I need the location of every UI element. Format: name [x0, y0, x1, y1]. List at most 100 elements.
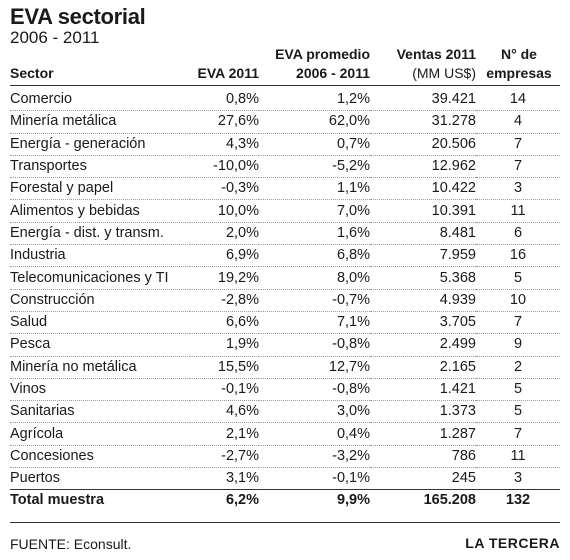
- cell-ventas: 20.506: [370, 133, 476, 156]
- cell-eva-2011: -2,8%: [190, 289, 259, 312]
- cell-eva-2011: 0,8%: [190, 89, 259, 112]
- cell-ventas: 5.368: [370, 266, 476, 290]
- cell-eva-promedio: -0,8%: [259, 378, 370, 402]
- cell-eva-promedio: 8,0%: [259, 266, 370, 290]
- table-row: Minería metálica 27,6% 62,0% 31.278 4: [10, 110, 560, 134]
- cell-ventas: 786: [370, 445, 476, 469]
- header-empresas: N° de empresas: [478, 45, 560, 83]
- header-empresas-line1: N° de: [501, 46, 537, 62]
- cell-sector: Minería no metálica: [10, 356, 190, 379]
- total-row: Total muestra 6,2% 9,9% 165.208 132: [10, 489, 560, 512]
- header-sector: Sector: [10, 65, 54, 81]
- cell-eva-promedio: -5,2%: [259, 155, 370, 179]
- cell-eva-2011: 10,0%: [190, 199, 259, 223]
- cell-empresas: 7: [476, 311, 560, 335]
- cell-eva-2011: 15,5%: [190, 356, 259, 379]
- publisher-brand: LA TERCERA: [465, 535, 560, 551]
- cell-eva-promedio: 12,7%: [259, 356, 370, 379]
- cell-ventas: 39.421: [370, 89, 476, 112]
- cell-empresas: 5: [476, 266, 560, 290]
- table-row: Minería no metálica 15,5% 12,7% 2.165 2: [10, 356, 560, 379]
- cell-sector: Vinos: [10, 378, 190, 402]
- cell-ventas: 2.499: [370, 333, 476, 357]
- cell-empresas: 7: [476, 155, 560, 179]
- cell-sector: Concesiones: [10, 445, 190, 469]
- cell-eva-promedio: -0,8%: [259, 333, 370, 357]
- cell-empresas: 2: [476, 356, 560, 379]
- cell-ventas: 10.391: [370, 199, 476, 223]
- cell-eva-2011: -0,1%: [190, 378, 259, 402]
- table-row: Concesiones -2,7% -3,2% 786 11: [10, 445, 560, 469]
- source-note: FUENTE: Econsult.: [10, 536, 132, 552]
- header-ventas-line1: Ventas 2011: [396, 46, 476, 62]
- cell-ventas: 31.278: [370, 110, 476, 134]
- cell-ventas: 10.422: [370, 177, 476, 201]
- cell-ventas: 3.705: [370, 311, 476, 335]
- cell-sector: Agrícola: [10, 422, 190, 446]
- chart-title: EVA sectorial: [10, 4, 146, 29]
- cell-ventas: 1.287: [370, 422, 476, 446]
- cell-eva-promedio: 9,9%: [259, 489, 370, 512]
- cell-ventas: 1.373: [370, 400, 476, 424]
- cell-empresas: 6: [476, 222, 560, 246]
- cell-eva-2011: 3,1%: [190, 467, 259, 491]
- cell-ventas: 12.962: [370, 155, 476, 179]
- table-row: Alimentos y bebidas 10,0% 7,0% 10.391 11: [10, 199, 560, 223]
- cell-eva-2011: 2,0%: [190, 222, 259, 246]
- footer-divider: [10, 522, 560, 523]
- cell-eva-promedio: 1,6%: [259, 222, 370, 246]
- table-row: Vinos -0,1% -0,8% 1.421 5: [10, 378, 560, 402]
- cell-empresas: 7: [476, 422, 560, 446]
- cell-eva-promedio: 1,2%: [259, 89, 370, 112]
- cell-eva-promedio: -3,2%: [259, 445, 370, 469]
- cell-sector: Comercio: [10, 89, 190, 112]
- cell-eva-2011: 19,2%: [190, 266, 259, 290]
- cell-eva-promedio: 7,1%: [259, 311, 370, 335]
- header-ventas: Ventas 2011 (MM US$): [370, 45, 476, 83]
- cell-eva-2011: -10,0%: [190, 155, 259, 179]
- cell-eva-promedio: 62,0%: [259, 110, 370, 134]
- header-eva-promedio-line1: EVA promedio: [275, 46, 370, 62]
- cell-ventas: 245: [370, 467, 476, 491]
- cell-sector: Total muestra: [10, 489, 190, 512]
- cell-eva-promedio: 1,1%: [259, 177, 370, 201]
- cell-ventas: 1.421: [370, 378, 476, 402]
- cell-empresas: 132: [476, 489, 560, 512]
- cell-ventas: 4.939: [370, 289, 476, 312]
- cell-eva-2011: 6,9%: [190, 244, 259, 268]
- table-row: Salud 6,6% 7,1% 3.705 7: [10, 311, 560, 335]
- eva-table: Comercio 0,8% 1,2% 39.421 14 Minería metálica…: [10, 89, 560, 512]
- cell-empresas: 16: [476, 244, 560, 268]
- cell-sector: Telecomunicaciones y TI: [10, 266, 190, 290]
- cell-eva-2011: 4,6%: [190, 400, 259, 424]
- header-empresas-line2: empresas: [486, 65, 552, 81]
- cell-sector: Minería metálica: [10, 110, 190, 134]
- table-row: Comercio 0,8% 1,2% 39.421 14: [10, 89, 560, 112]
- table-row: Telecomunicaciones y TI 19,2% 8,0% 5.368 5: [10, 266, 560, 290]
- cell-sector: Forestal y papel: [10, 177, 190, 201]
- cell-empresas: 5: [476, 378, 560, 402]
- cell-empresas: 9: [476, 333, 560, 357]
- table-row: Forestal y papel -0,3% 1,1% 10.422 3: [10, 177, 560, 201]
- cell-eva-2011: 1,9%: [190, 333, 259, 357]
- cell-sector: Energía - generación: [10, 133, 190, 156]
- cell-sector: Pesca: [10, 333, 190, 357]
- header-divider: [10, 85, 560, 86]
- cell-empresas: 11: [476, 445, 560, 469]
- cell-eva-2011: 2,1%: [190, 422, 259, 446]
- table-row: Puertos 3,1% -0,1% 245 3: [10, 467, 560, 491]
- cell-sector: Transportes: [10, 155, 190, 179]
- table-row: Energía - generación 4,3% 0,7% 20.506 7: [10, 133, 560, 156]
- header-ventas-line2: (MM US$): [412, 65, 476, 81]
- cell-empresas: 5: [476, 400, 560, 424]
- header-eva-2011: EVA 2011: [197, 65, 260, 81]
- cell-sector: Salud: [10, 311, 190, 335]
- eva-table-body: Comercio 0,8% 1,2% 39.421 14 Minería metálica…: [10, 89, 560, 512]
- header-eva-promedio-line2: 2006 - 2011: [296, 65, 370, 81]
- cell-empresas: 10: [476, 289, 560, 312]
- cell-empresas: 11: [476, 199, 560, 223]
- table-row: Construcción -2,8% -0,7% 4.939 10: [10, 289, 560, 312]
- cell-eva-promedio: 7,0%: [259, 199, 370, 223]
- cell-eva-promedio: 6,8%: [259, 244, 370, 268]
- cell-eva-promedio: 0,4%: [259, 422, 370, 446]
